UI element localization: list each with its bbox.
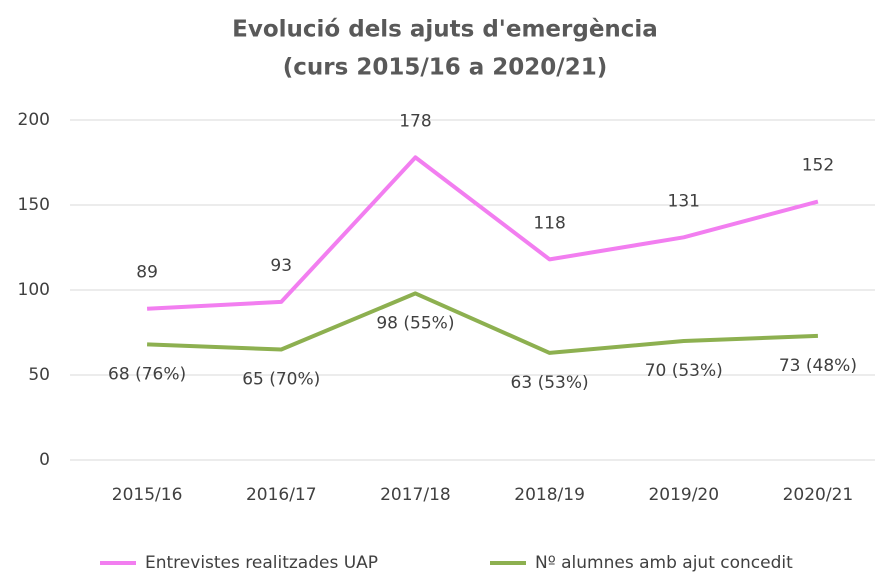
data-label: 70 (53%) bbox=[645, 361, 723, 381]
data-label: 68 (76%) bbox=[108, 364, 186, 384]
data-label: 73 (48%) bbox=[779, 356, 857, 376]
data-label: 89 bbox=[136, 263, 158, 283]
y-tick-label: 100 bbox=[18, 280, 50, 300]
y-tick-label: 50 bbox=[28, 365, 50, 385]
y-tick-label: 150 bbox=[18, 195, 50, 215]
x-tick-label: 2018/19 bbox=[514, 485, 585, 505]
x-tick-label: 2015/16 bbox=[112, 485, 183, 505]
chart-subtitle: (curs 2015/16 a 2020/21) bbox=[283, 55, 607, 81]
y-tick-label: 200 bbox=[18, 110, 50, 130]
chart-title: Evolució dels ajuts d'emergència bbox=[232, 17, 658, 43]
data-label: 63 (53%) bbox=[511, 373, 589, 393]
data-label: 131 bbox=[668, 191, 700, 211]
data-label: 93 bbox=[270, 256, 292, 276]
legend-label: Entrevistes realitzades UAP bbox=[145, 553, 378, 573]
y-tick-label: 0 bbox=[39, 450, 50, 470]
data-label: 152 bbox=[802, 156, 834, 176]
data-label: 98 (55%) bbox=[376, 313, 454, 333]
series-line bbox=[147, 291, 818, 355]
data-label: 178 bbox=[399, 111, 431, 131]
data-label: 65 (70%) bbox=[242, 370, 320, 390]
x-tick-label: 2020/21 bbox=[783, 485, 854, 505]
x-tick-label: 2017/18 bbox=[380, 485, 451, 505]
series-line bbox=[146, 155, 819, 311]
legend-label: Nº alumnes amb ajut concedit bbox=[535, 553, 793, 573]
data-label: 118 bbox=[533, 213, 565, 233]
x-tick-label: 2019/20 bbox=[648, 485, 719, 505]
x-tick-label: 2016/17 bbox=[246, 485, 317, 505]
